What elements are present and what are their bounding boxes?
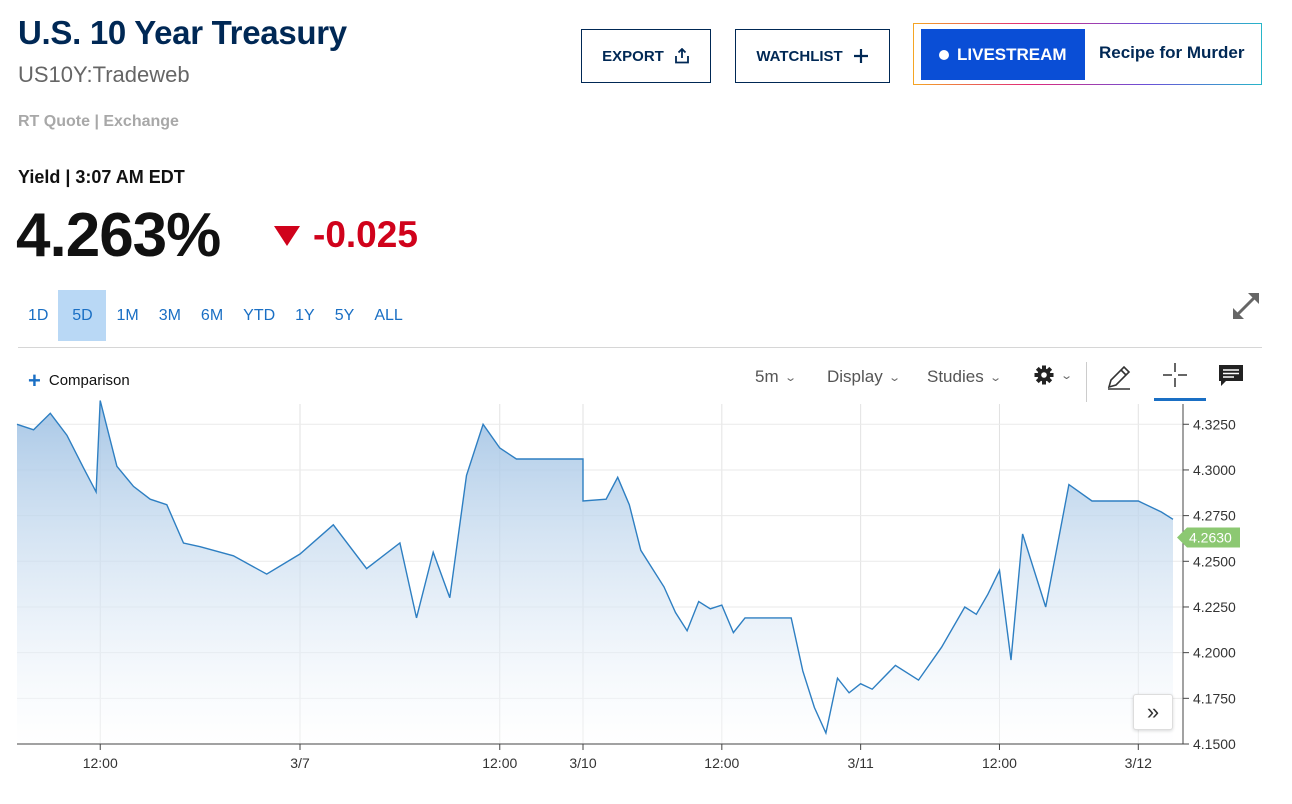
chevron-down-icon: ⌄ xyxy=(988,371,1002,384)
y-tick-label: 4.2500 xyxy=(1193,553,1236,569)
range-tab-1m[interactable]: 1M xyxy=(116,306,139,324)
scroll-to-latest-button[interactable]: » xyxy=(1133,694,1173,730)
interval-label: 5m xyxy=(755,367,779,386)
chevron-down-icon: ⌄ xyxy=(783,371,797,384)
range-tab-1y[interactable]: 1Y xyxy=(295,306,315,324)
yield-chart[interactable]: 12:00 3/7 12:00 3/10 12:00 3/11 12:00 3/12 4.325… xyxy=(0,400,1292,804)
gear-icon xyxy=(1034,365,1054,385)
x-tick-label: 3/12 xyxy=(1125,755,1152,771)
range-tab-all[interactable]: ALL xyxy=(374,306,403,324)
down-arrow-icon xyxy=(274,226,300,246)
range-tab-6m[interactable]: 6M xyxy=(200,306,224,324)
y-tick-label: 4.2250 xyxy=(1193,599,1236,615)
series-line xyxy=(16,400,1174,736)
comparison-label: Comparison xyxy=(48,372,130,389)
page-title: U.S. 10 Year Treasury xyxy=(18,14,347,51)
ticker-symbol: US10Y:Tradeweb xyxy=(18,62,190,87)
quote-source: RT Quote | Exchange xyxy=(18,113,179,130)
range-tabs: 1D 5D 1M 3M 6M YTD 1Y 5Y ALL xyxy=(18,290,413,341)
current-value-label: 4.2630 xyxy=(1189,530,1232,546)
chevron-down-icon: ⌄ xyxy=(1060,369,1074,382)
range-tab-5y[interactable]: 5Y xyxy=(334,306,355,324)
toolbar-divider xyxy=(1086,362,1087,402)
live-dot-icon xyxy=(939,49,949,60)
x-tick-label: 3/11 xyxy=(848,755,874,771)
price-value: 4.263% xyxy=(16,201,221,270)
settings-dropdown[interactable]: ⌄ xyxy=(1033,364,1074,386)
pencil-icon[interactable] xyxy=(1105,363,1133,391)
y-tick-label: 4.1750 xyxy=(1193,690,1236,706)
interval-dropdown[interactable]: 5m ⌄ xyxy=(755,367,797,387)
series-area xyxy=(17,400,1173,744)
range-tab-1d[interactable]: 1D xyxy=(28,306,49,324)
plus-icon: + xyxy=(28,367,41,393)
active-tool-indicator xyxy=(1154,398,1206,401)
livestream-show-title[interactable]: Recipe for Murder xyxy=(1099,43,1245,62)
x-tick-label: 3/10 xyxy=(569,755,596,771)
range-tab-3m[interactable]: 3M xyxy=(158,306,181,324)
watchlist-button[interactable]: WATCHLIST xyxy=(735,29,890,83)
studies-label: Studies xyxy=(927,367,984,386)
watchlist-label: WATCHLIST xyxy=(756,47,843,65)
expand-icon[interactable] xyxy=(1228,288,1264,324)
yield-label: Yield | 3:07 AM EDT xyxy=(18,167,185,187)
comment-icon[interactable] xyxy=(1218,364,1244,388)
export-label: EXPORT xyxy=(602,47,664,65)
x-tick-label: 12:00 xyxy=(982,755,1017,771)
share-icon xyxy=(674,48,689,64)
display-dropdown[interactable]: Display ⌄ xyxy=(827,367,901,387)
comparison-button[interactable]: + Comparison xyxy=(28,367,130,393)
livestream-widget[interactable]: LIVESTREAM Recipe for Murder xyxy=(913,23,1262,85)
y-tick-label: 4.2750 xyxy=(1193,508,1236,524)
current-value-tag: 4.2630 xyxy=(1177,527,1240,548)
chevron-down-icon: ⌄ xyxy=(887,371,901,384)
export-button[interactable]: EXPORT xyxy=(581,29,711,83)
divider xyxy=(18,347,1262,348)
crosshair-icon[interactable] xyxy=(1162,362,1188,388)
x-tick-label: 3/7 xyxy=(290,755,310,771)
x-tick-label: 12:00 xyxy=(482,755,517,771)
livestream-button[interactable]: LIVESTREAM xyxy=(921,29,1085,80)
plus-icon xyxy=(853,49,868,63)
price-change: -0.025 xyxy=(313,214,418,255)
range-tab-ytd[interactable]: YTD xyxy=(243,306,276,324)
display-label: Display xyxy=(827,367,883,386)
x-tick-label: 12:00 xyxy=(83,755,118,771)
y-tick-label: 4.1500 xyxy=(1193,736,1236,752)
y-tick-label: 4.2000 xyxy=(1193,645,1236,661)
x-tick-label: 12:00 xyxy=(704,755,739,771)
livestream-label: LIVESTREAM xyxy=(957,44,1067,64)
y-tick-label: 4.3250 xyxy=(1193,416,1236,432)
double-chevron-right-icon: » xyxy=(1146,699,1160,724)
y-tick-label: 4.3000 xyxy=(1193,462,1236,478)
range-tab-5d[interactable]: 5D xyxy=(58,290,107,341)
studies-dropdown[interactable]: Studies ⌄ xyxy=(927,367,1002,387)
